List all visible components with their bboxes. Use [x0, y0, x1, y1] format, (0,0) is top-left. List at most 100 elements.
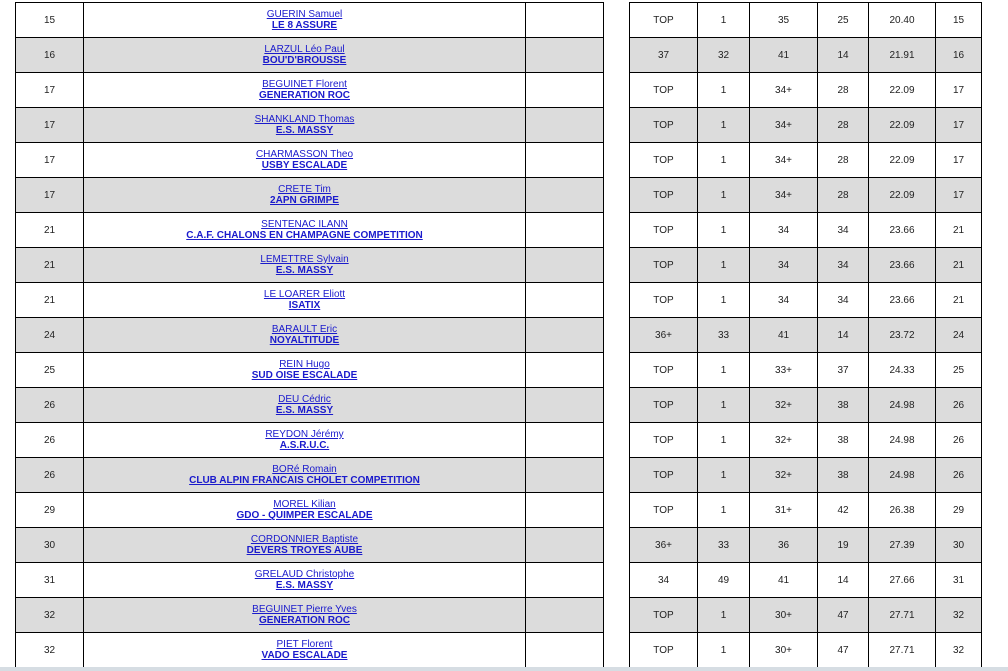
- athlete-cell: LE LOARER Eliott ISATIX: [83, 282, 526, 318]
- club-link[interactable]: A.S.R.U.C.: [279, 440, 330, 451]
- final-rank-cell: 32: [935, 597, 982, 633]
- athlete-name-link[interactable]: BORé Romain: [272, 464, 337, 475]
- athlete-name-link[interactable]: BARAULT Eric: [271, 324, 338, 335]
- total-points-cell: 27.71: [868, 632, 936, 668]
- final-rank-cell: 17: [935, 177, 982, 213]
- table-row: 21 SENTENAC ILANN C.A.F. CHALONS EN CHAMP…: [15, 212, 604, 248]
- position-2-cell: 42: [817, 492, 869, 528]
- athlete-name-link[interactable]: BEGUINET Florent: [262, 79, 347, 90]
- score-1-cell: 36+: [629, 317, 698, 353]
- position-1-cell: 33: [697, 317, 750, 353]
- position-2-cell: 38: [817, 457, 869, 493]
- athlete-name-link[interactable]: REYDON Jérémy: [265, 429, 344, 440]
- table-row: 17 CRETE Tim 2APN GRIMPE: [15, 177, 604, 213]
- athlete-name-link[interactable]: LEMETTRE Sylvain: [260, 254, 349, 265]
- athlete-name-link[interactable]: MOREL Kilian: [273, 499, 336, 510]
- athlete-name-link[interactable]: GRELAUD Christophe: [254, 569, 355, 580]
- empty-cell: [525, 142, 604, 178]
- position-2-cell: 14: [817, 317, 869, 353]
- table-row: 25 REIN Hugo SUD OISE ESCALADE: [15, 352, 604, 388]
- club-link[interactable]: SUD OISE ESCALADE: [251, 370, 358, 381]
- athlete-name-link[interactable]: SHANKLAND Thomas: [254, 114, 355, 125]
- empty-cell: [525, 317, 604, 353]
- final-rank-cell: 26: [935, 387, 982, 423]
- score-2-cell: 41: [749, 317, 818, 353]
- table-row: TOP 1 34+ 28 22.09 17: [629, 107, 982, 143]
- rank-cell: 21: [15, 282, 84, 318]
- athlete-name-link[interactable]: PIET Florent: [276, 639, 333, 650]
- club-link[interactable]: LE 8 ASSURE: [271, 20, 338, 31]
- club-link[interactable]: USBY ESCALADE: [261, 160, 348, 171]
- athlete-cell: CORDONNIER Baptiste DEVERS TROYES AUBE: [83, 527, 526, 563]
- athlete-name-link[interactable]: BEGUINET Pierre Yves: [252, 604, 357, 615]
- score-1-cell: TOP: [629, 492, 698, 528]
- score-2-cell: 34+: [749, 107, 818, 143]
- score-2-cell: 35: [749, 2, 818, 38]
- club-link[interactable]: GDO - QUIMPER ESCALADE: [236, 510, 373, 521]
- athlete-cell: PIET Florent VADO ESCALADE: [83, 632, 526, 668]
- empty-cell: [525, 527, 604, 563]
- athlete-name-link[interactable]: LARZUL Léo Paul: [264, 44, 345, 55]
- club-link[interactable]: NOYALTITUDE: [269, 335, 340, 346]
- total-points-cell: 22.09: [868, 72, 936, 108]
- athlete-name-link[interactable]: DEU Cédric: [278, 394, 331, 405]
- club-link[interactable]: E.S. MASSY: [275, 125, 334, 136]
- empty-cell: [525, 282, 604, 318]
- athlete-cell: CRETE Tim 2APN GRIMPE: [83, 177, 526, 213]
- empty-cell: [525, 422, 604, 458]
- athlete-name-link[interactable]: CORDONNIER Baptiste: [250, 534, 359, 545]
- athlete-cell: SHANKLAND Thomas E.S. MASSY: [83, 107, 526, 143]
- table-row: 21 LEMETTRE Sylvain E.S. MASSY: [15, 247, 604, 283]
- club-link[interactable]: DEVERS TROYES AUBE: [246, 545, 363, 556]
- athlete-name-link[interactable]: REIN Hugo: [279, 359, 330, 370]
- position-1-cell: 1: [697, 247, 750, 283]
- table-row: 17 BEGUINET Florent GENERATION ROC: [15, 72, 604, 108]
- club-link[interactable]: 2APN GRIMPE: [270, 195, 339, 206]
- athlete-name-link[interactable]: GUERIN Samuel: [266, 9, 343, 20]
- total-points-cell: 20.40: [868, 2, 936, 38]
- club-link[interactable]: BOU'D'BROUSSE: [262, 55, 347, 66]
- score-1-cell: TOP: [629, 142, 698, 178]
- score-2-cell: 41: [749, 562, 818, 598]
- empty-cell: [525, 72, 604, 108]
- score-1-cell: TOP: [629, 352, 698, 388]
- rank-cell: 32: [15, 632, 84, 668]
- club-link[interactable]: E.S. MASSY: [275, 265, 334, 276]
- club-link[interactable]: ISATIX: [288, 300, 321, 311]
- club-link[interactable]: GENERATION ROC: [259, 90, 350, 101]
- final-rank-cell: 31: [935, 562, 982, 598]
- club-link[interactable]: E.S. MASSY: [275, 580, 334, 591]
- rank-cell: 24: [15, 317, 84, 353]
- position-2-cell: 38: [817, 422, 869, 458]
- club-link[interactable]: C.A.F. CHALONS EN CHAMPAGNE COMPETITION: [186, 230, 423, 241]
- position-1-cell: 1: [697, 597, 750, 633]
- score-2-cell: 30+: [749, 597, 818, 633]
- club-link[interactable]: E.S. MASSY: [275, 405, 334, 416]
- athlete-name-link[interactable]: SENTENAC ILANN: [261, 219, 348, 230]
- empty-cell: [525, 37, 604, 73]
- club-link[interactable]: VADO ESCALADE: [261, 650, 348, 661]
- athlete-name-link[interactable]: CHARMASSON Theo: [255, 149, 354, 160]
- rank-cell: 16: [15, 37, 84, 73]
- table-row: TOP 1 32+ 38 24.98 26: [629, 457, 982, 493]
- final-rank-cell: 21: [935, 212, 982, 248]
- empty-cell: [525, 457, 604, 493]
- position-1-cell: 1: [697, 177, 750, 213]
- club-link[interactable]: GENERATION ROC: [259, 615, 350, 626]
- club-link[interactable]: CLUB ALPIN FRANCAIS CHOLET COMPETITION: [189, 475, 420, 486]
- athlete-name-link[interactable]: LE LOARER Eliott: [263, 289, 346, 300]
- final-rank-cell: 26: [935, 422, 982, 458]
- score-2-cell: 34: [749, 212, 818, 248]
- score-1-cell: 34: [629, 562, 698, 598]
- score-2-cell: 34: [749, 282, 818, 318]
- position-1-cell: 1: [697, 352, 750, 388]
- position-1-cell: 1: [697, 107, 750, 143]
- score-2-cell: 36: [749, 527, 818, 563]
- total-points-cell: 21.91: [868, 37, 936, 73]
- final-rank-cell: 17: [935, 142, 982, 178]
- rank-cell: 26: [15, 457, 84, 493]
- table-row: TOP 1 30+ 47 27.71 32: [629, 597, 982, 633]
- athlete-name-link[interactable]: CRETE Tim: [278, 184, 331, 195]
- position-1-cell: 33: [697, 527, 750, 563]
- final-rank-cell: 16: [935, 37, 982, 73]
